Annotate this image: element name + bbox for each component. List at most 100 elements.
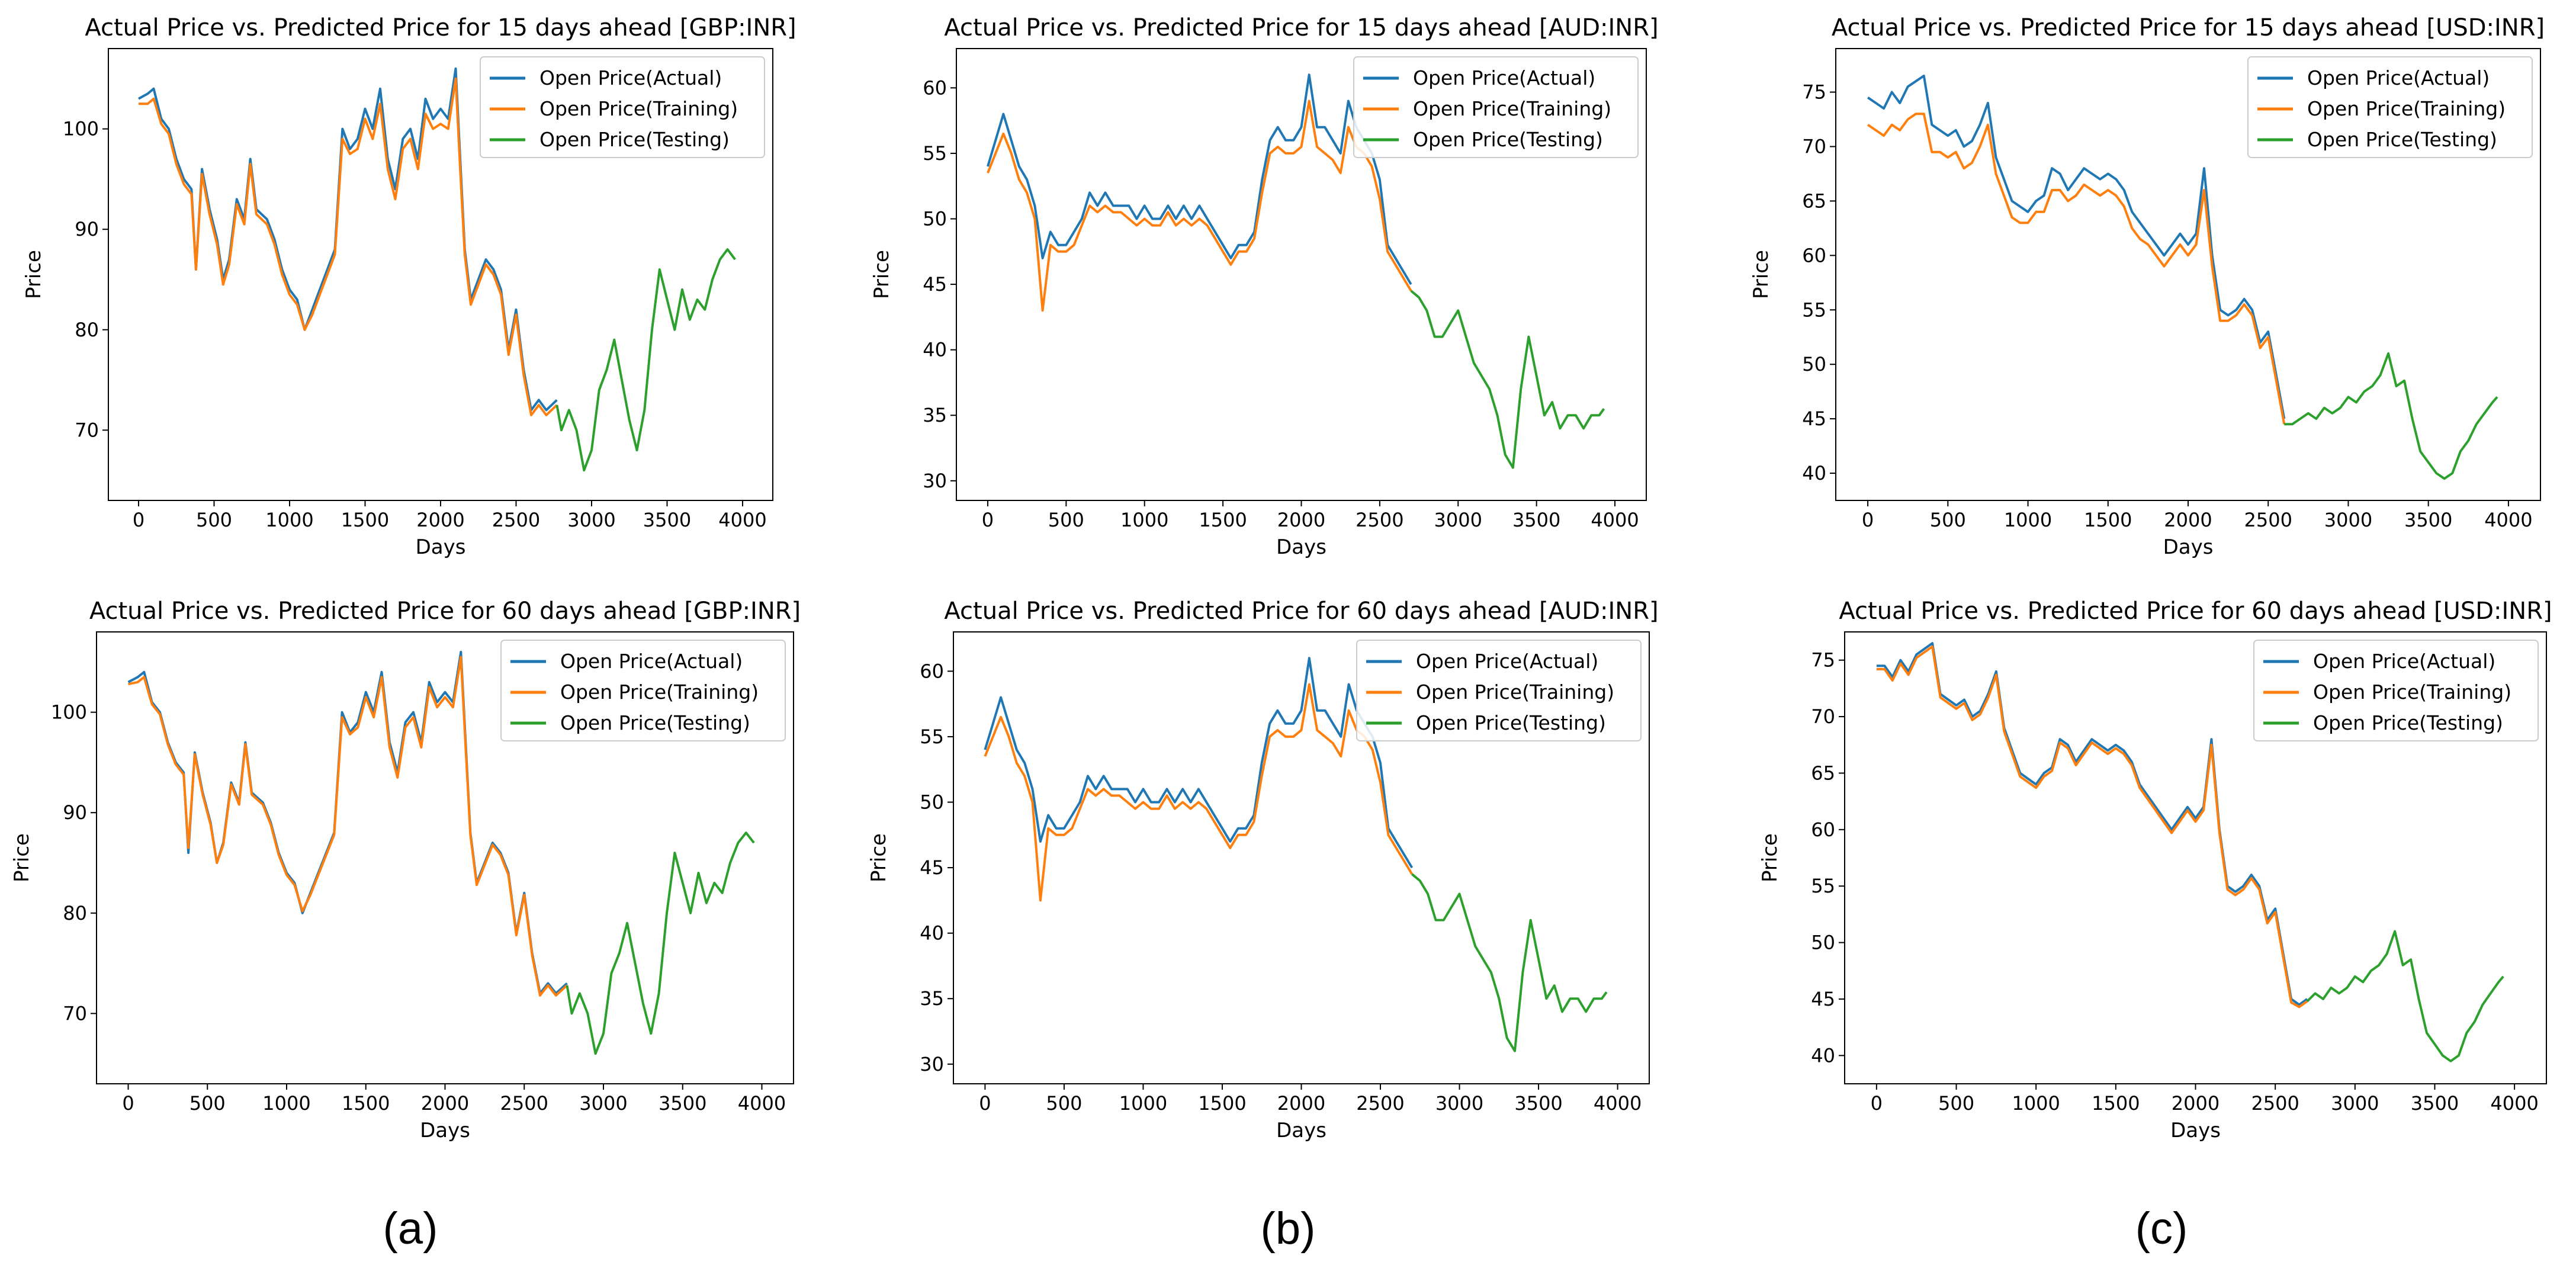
series-line-2	[1876, 645, 2308, 1009]
chart-title: Actual Price vs. Predicted Price for 15 …	[85, 14, 796, 41]
panel-label: (a)	[383, 1203, 438, 1254]
x-tick-label: 1000	[1120, 509, 1168, 531]
x-tick-label: 2000	[1277, 509, 1325, 531]
y-tick-label: 35	[923, 404, 947, 426]
chart-panel-3: Actual Price vs. Predicted Price for 15 …	[1749, 14, 2545, 559]
series-line-2	[139, 77, 558, 416]
y-tick-label: 60	[923, 76, 947, 99]
x-tick-label: 1500	[341, 509, 389, 531]
y-tick-label: 55	[1802, 298, 1826, 321]
chart-panel-6: Actual Price vs. Predicted Price for 60 …	[1758, 598, 2552, 1142]
x-tick-label: 0	[1871, 1092, 1883, 1115]
x-axis-label: Days	[1276, 1119, 1326, 1142]
series-line-3	[555, 248, 736, 472]
series-line-3	[2306, 930, 2504, 1062]
x-tick-label: 1000	[262, 1092, 310, 1115]
x-tick-label: 4000	[1591, 509, 1639, 531]
y-tick-label: 75	[1811, 649, 1835, 672]
y-tick-label: 50	[1811, 932, 1835, 954]
legend-entry: Open Price(Training)	[1416, 680, 1614, 704]
y-tick-label: 30	[923, 470, 947, 492]
x-tick-label: 1500	[342, 1092, 390, 1115]
chart-panel-1: Actual Price vs. Predicted Price for 15 …	[22, 14, 796, 559]
x-tick-label: 4000	[2484, 509, 2532, 531]
x-tick-label: 500	[1048, 509, 1084, 531]
y-tick-label: 100	[63, 118, 99, 140]
x-tick-label: 2500	[500, 1092, 548, 1115]
series-line-1	[987, 73, 1412, 285]
y-tick-label: 90	[63, 801, 87, 824]
legend-box	[480, 56, 765, 158]
legend-entry: Open Price(Actual)	[539, 66, 722, 89]
y-tick-label: 50	[923, 208, 947, 230]
y-axis-label: Price	[22, 250, 46, 299]
x-axis-label: Days	[1276, 535, 1326, 559]
x-tick-label: 1500	[1199, 509, 1247, 531]
series-line-3	[2284, 352, 2498, 480]
x-tick-label: 500	[189, 1092, 226, 1115]
legend-box	[500, 640, 786, 741]
x-tick-label: 2500	[492, 509, 540, 531]
y-tick-label: 30	[920, 1053, 944, 1075]
y-axis-label: Price	[867, 833, 891, 882]
x-tick-label: 0	[122, 1092, 134, 1115]
y-tick-label: 80	[75, 319, 99, 341]
x-axis-label: Days	[2163, 535, 2214, 559]
x-tick-label: 3500	[2411, 1092, 2459, 1115]
legend-entry: Open Price(Testing)	[2307, 128, 2497, 151]
legend-entry: Open Price(Testing)	[539, 128, 730, 151]
legend-entry: Open Price(Actual)	[1416, 650, 1598, 673]
series-line-1	[1876, 642, 2308, 1006]
y-tick-label: 60	[920, 660, 944, 682]
y-axis-label: Price	[1749, 250, 1773, 299]
x-tick-label: 1500	[2084, 509, 2132, 531]
y-tick-label: 45	[920, 856, 944, 879]
legend-entry: Open Price(Actual)	[560, 650, 743, 673]
x-tick-label: 500	[1046, 1092, 1082, 1115]
x-tick-label: 4000	[738, 1092, 786, 1115]
x-tick-label: 500	[1930, 509, 1966, 531]
y-axis-label: Price	[1758, 833, 1782, 882]
x-tick-label: 2000	[2172, 1092, 2220, 1115]
x-axis-label: Days	[416, 535, 466, 559]
x-tick-label: 1500	[2092, 1092, 2140, 1115]
y-tick-label: 50	[920, 791, 944, 814]
x-tick-label: 500	[196, 509, 232, 531]
panel-label: (c)	[2135, 1203, 2188, 1254]
chart-title: Actual Price vs. Predicted Price for 15 …	[1832, 14, 2545, 41]
legend-entry: Open Price(Testing)	[560, 711, 750, 734]
x-tick-label: 1000	[2012, 1092, 2060, 1115]
series-line-2	[128, 656, 568, 997]
x-tick-label: 2500	[1356, 509, 1403, 531]
y-tick-label: 40	[923, 339, 947, 361]
x-tick-label: 0	[1862, 509, 1874, 531]
y-tick-label: 90	[75, 218, 99, 240]
y-tick-label: 45	[1802, 407, 1826, 430]
y-tick-label: 50	[1802, 353, 1826, 375]
legend-entry: Open Price(Training)	[539, 97, 738, 120]
y-tick-label: 60	[1802, 244, 1826, 267]
x-tick-label: 3500	[1514, 1092, 1562, 1115]
y-tick-label: 55	[1811, 875, 1835, 897]
y-tick-label: 100	[51, 701, 87, 724]
legend-box	[1356, 640, 1642, 741]
series-line-2	[1867, 113, 2286, 425]
legend-box	[2247, 56, 2533, 158]
legend-entry: Open Price(Actual)	[2313, 650, 2495, 673]
legend-entry: Open Price(Training)	[1413, 97, 1611, 120]
y-tick-label: 75	[1802, 81, 1826, 104]
x-tick-label: 1000	[265, 509, 313, 531]
y-tick-label: 35	[920, 987, 944, 1010]
series-line-3	[1411, 873, 1608, 1052]
y-tick-label: 70	[75, 419, 99, 441]
x-tick-label: 3500	[2404, 509, 2452, 531]
x-tick-label: 3000	[2324, 509, 2372, 531]
y-tick-label: 65	[1811, 762, 1835, 784]
x-tick-label: 3000	[567, 509, 615, 531]
x-tick-label: 3500	[643, 509, 691, 531]
y-tick-label: 70	[1802, 135, 1826, 158]
series-line-3	[1410, 290, 1605, 469]
series-line-3	[566, 831, 755, 1055]
chart-panel-5: Actual Price vs. Predicted Price for 60 …	[867, 598, 1659, 1142]
